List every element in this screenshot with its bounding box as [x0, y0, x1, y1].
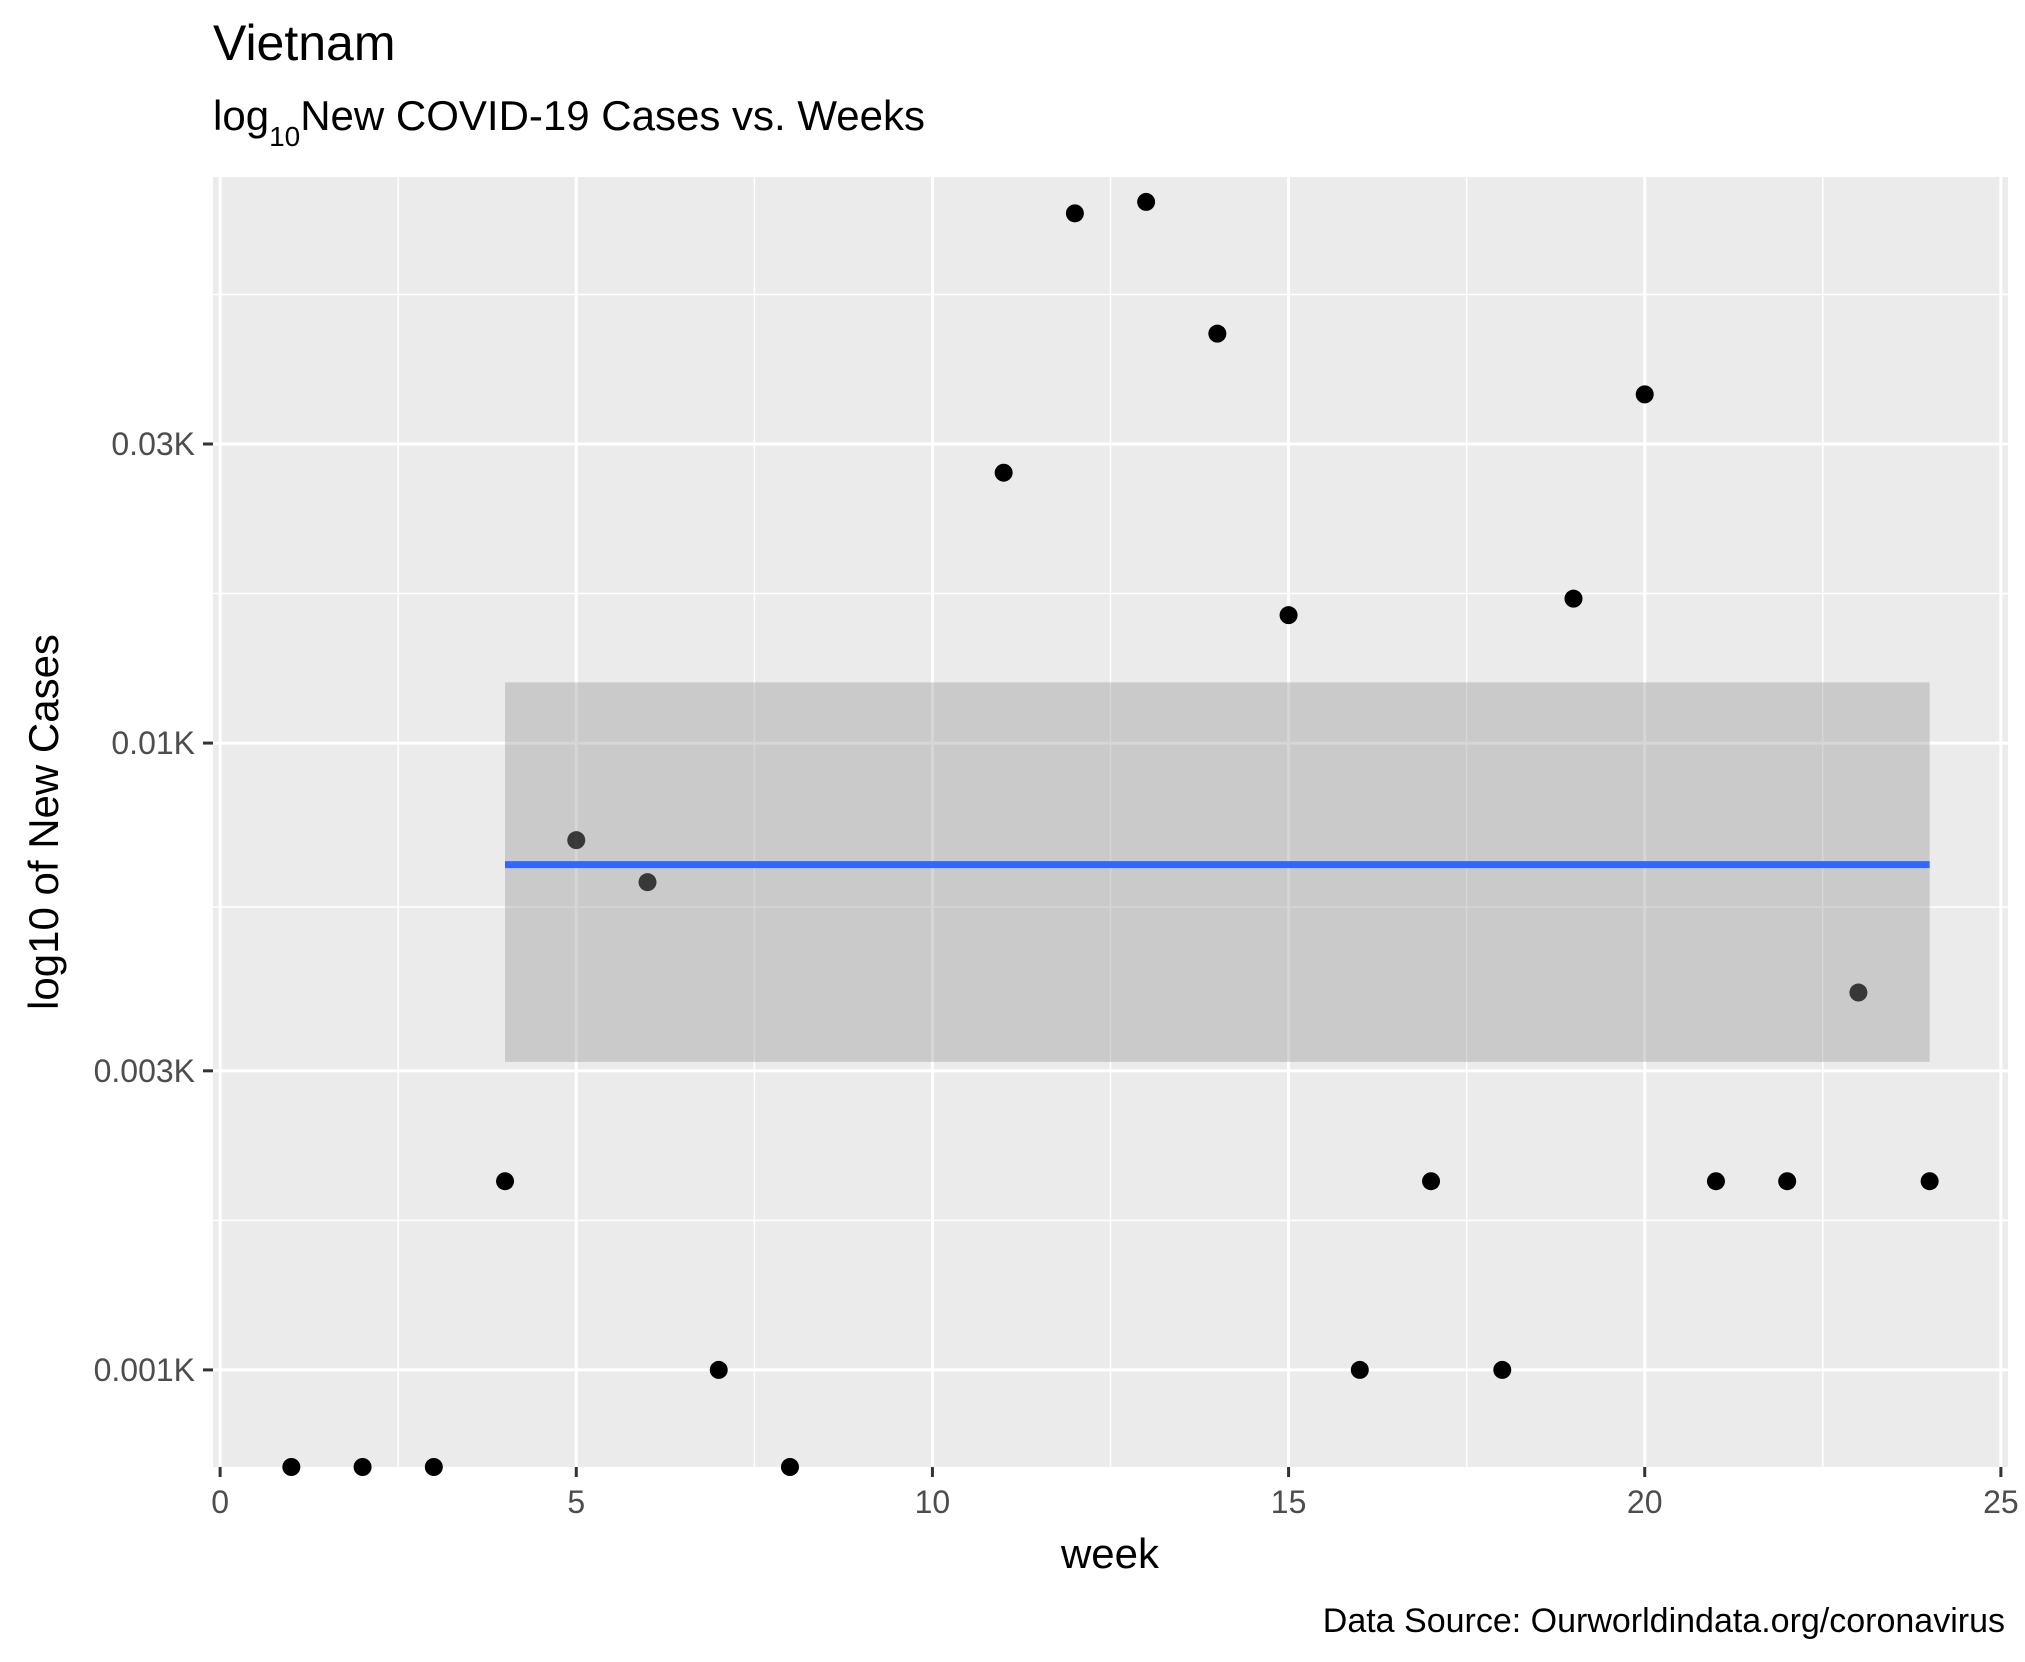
data-point: [1635, 385, 1654, 404]
x-tick-label: 0: [211, 1484, 229, 1520]
x-tick-label: 15: [1271, 1484, 1307, 1520]
data-point: [1422, 1172, 1441, 1191]
x-tick-label: 25: [1983, 1484, 2019, 1520]
smooth-layer: [505, 682, 1930, 1062]
chart-subtitle: log10New COVID-19 Cases vs. Weeks: [213, 92, 925, 152]
data-point: [1778, 1172, 1797, 1191]
data-point: [1849, 983, 1868, 1002]
data-point: [709, 1360, 728, 1379]
data-point: [1920, 1172, 1939, 1191]
x-tick-label: 5: [567, 1484, 585, 1520]
confidence-band: [505, 682, 1930, 1062]
data-point: [994, 463, 1013, 482]
grid-minor: [213, 177, 2008, 1467]
x-axis: 0 5 10 15 20 25: [211, 1467, 2019, 1520]
chart-title: Vietnam: [213, 15, 396, 71]
data-point: [282, 1458, 301, 1476]
y-tick-label: 0.03K: [111, 426, 195, 462]
chart-subtitle-pre: log: [213, 92, 269, 139]
data-point: [1493, 1360, 1512, 1379]
y-tick-label: 0.003K: [94, 1053, 195, 1089]
y-tick-label: 0.01K: [111, 725, 195, 761]
y-tick-label: 0.001K: [94, 1352, 195, 1388]
data-point: [780, 1458, 799, 1476]
chart-caption: Data Source: Ourworldindata.org/coronavi…: [1323, 1602, 2005, 1640]
data-point: [496, 1172, 515, 1191]
data-point: [1137, 192, 1156, 211]
x-axis-label: week: [1060, 1530, 1160, 1577]
chart-subtitle-post: New COVID-19 Cases vs. Weeks: [300, 92, 925, 139]
data-point: [1564, 589, 1583, 608]
data-point: [567, 831, 586, 850]
data-point: [424, 1458, 443, 1476]
x-tick-label: 10: [915, 1484, 951, 1520]
y-axis-label: log10 of New Cases: [20, 634, 67, 1010]
chart-subtitle-sub: 10: [269, 121, 300, 152]
data-point: [1706, 1172, 1725, 1191]
data-point: [353, 1458, 372, 1476]
y-axis: 0.001K 0.003K 0.01K 0.03K: [94, 426, 213, 1388]
points-layer: [282, 192, 1939, 1476]
data-point: [638, 873, 657, 892]
data-point: [1208, 324, 1227, 343]
data-point: [1279, 606, 1298, 625]
grid-major: [213, 177, 2008, 1467]
data-point: [1065, 204, 1084, 223]
data-point: [1350, 1360, 1369, 1379]
x-tick-label: 20: [1627, 1484, 1663, 1520]
